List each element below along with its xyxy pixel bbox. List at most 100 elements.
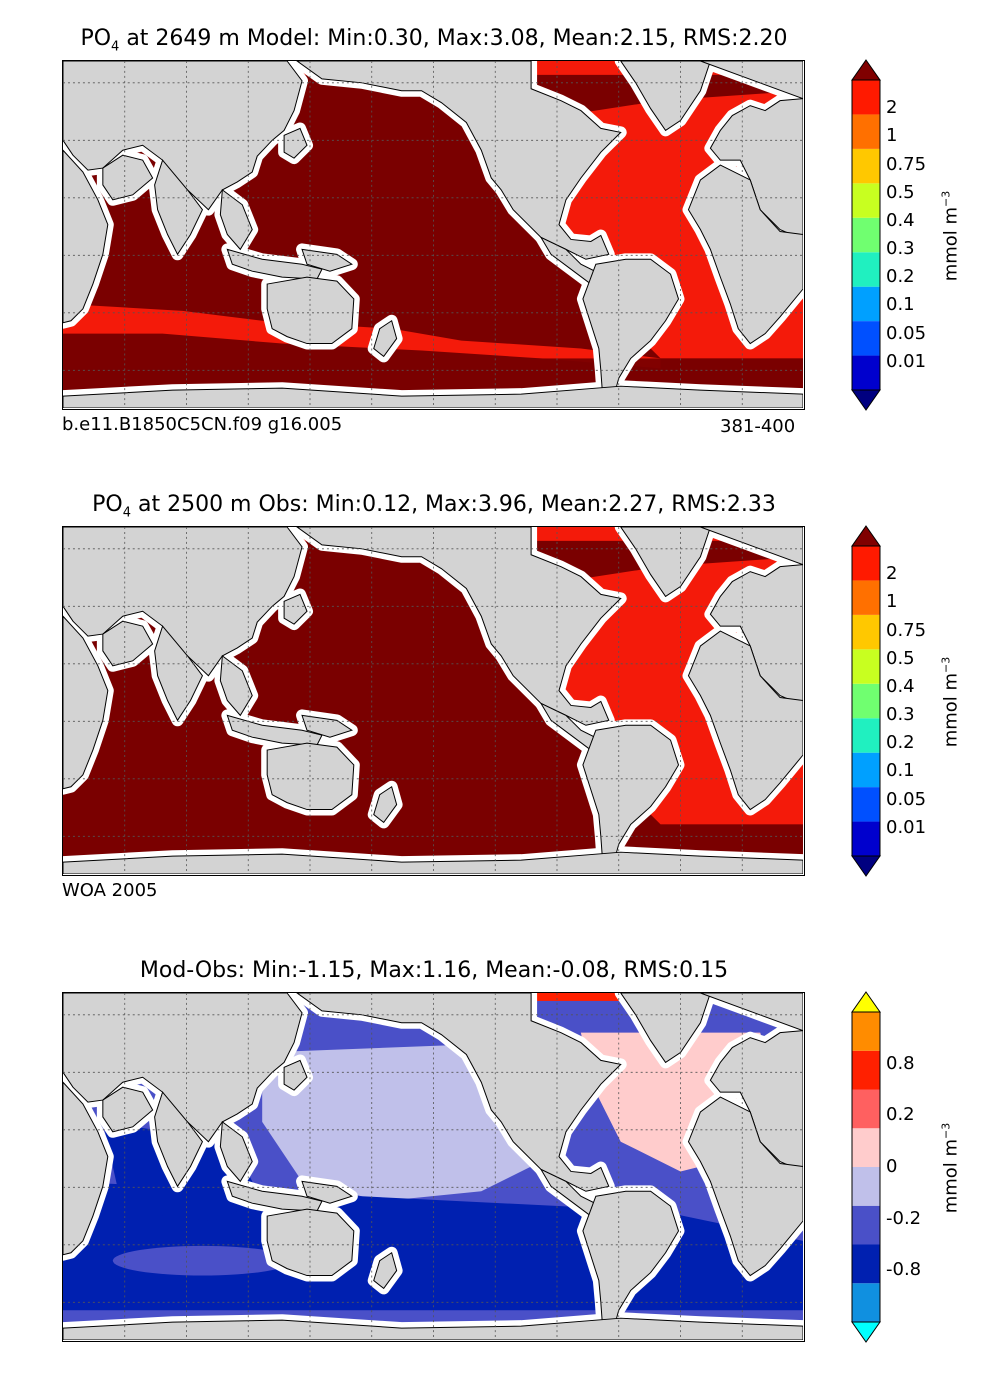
greenland-landmass [620,993,711,1064]
arabia-landmass [102,1086,154,1133]
panel1-case-label: b.e11.B1850C5CN.f09 g16.005 [62,414,343,435]
panel2-source-label: WOA 2005 [62,880,158,901]
eurasia-west-landmass [63,993,303,1143]
south-america-landmass [582,724,680,867]
colorbar-tick-label: 0.4 [886,675,915,697]
colorbar-tick-label: 0.5 [886,647,915,669]
colorbar-bin [852,355,880,390]
colorbar-bin [852,148,880,184]
panel1-title: PO4 at 2649 m Model: Min:0.30, Max:3.08,… [80,26,788,55]
panel2-colorbar [851,525,881,877]
colorbar-max-arrow [851,991,881,1013]
colorbar-bin [852,321,880,356]
colorbar-tick-label: 0.5 [886,181,915,203]
antarctica-landmass [63,851,803,874]
land-layer [63,527,803,874]
colorbar-bin [852,80,880,115]
antarctica-landmass [63,1317,803,1340]
north-america-landmass [296,61,622,260]
australia-landmass [266,742,355,811]
land-layer [63,993,803,1340]
se-asia-landmass [219,654,253,717]
colorbar-tick-label: 2 [886,563,898,585]
panel2-units-label: mmol m−3 [939,656,962,748]
colorbar-tick-label: 0.1 [886,760,915,782]
colorbar-tick-label: 1 [886,591,898,613]
colorbar-min-arrow [851,389,881,411]
colorbar-tick-label: -0.2 [886,1207,922,1229]
colorbar-bin [852,649,880,684]
graticule [63,527,803,874]
colorbar-tick-label: 0.3 [886,704,915,726]
colorbar-bin [852,787,880,822]
panel1-years-label: 381-400 [720,416,796,437]
colorbar-tick-label: 0.3 [886,238,915,260]
new-guinea-landmass [301,1180,353,1204]
africa-landmass [687,1096,803,1277]
colorbar-frame [851,545,881,857]
africa-west-landmass [63,1081,109,1256]
new-zealand-landmass [373,785,398,824]
map-canvas [63,61,803,408]
colorbar-tick-label: 0.01 [886,350,927,372]
colorbar-tick-label: 0.75 [886,619,927,641]
new-zealand-landmass [373,1251,398,1290]
colorbar-tick-label: 0.2 [886,732,915,754]
panel2-title: PO4 at 2500 m Obs: Min:0.12, Max:3.96, M… [92,492,776,521]
colorbar-tick-label: 0.2 [886,1104,915,1126]
panel3-map [62,992,805,1342]
india-landmass [154,159,204,256]
colorbar-bin [852,217,880,253]
colorbar-bin [852,546,880,581]
africa-west-landmass [63,615,109,790]
greenland-landmass [620,61,711,132]
colorbar-bin [852,1244,880,1284]
colorbar-bin [852,1205,880,1245]
se-asia-landmass [219,188,253,251]
colorbar-min-arrow [851,855,881,877]
africa-landmass [687,164,803,345]
graticule [63,61,803,408]
land-layer [63,61,803,408]
colorbar-canvas [851,525,881,877]
antarctica-landmass [63,385,803,408]
graticule [63,993,803,1340]
colorbar-tick-label: 0 [886,1156,898,1177]
colorbar-bin [852,752,880,788]
australia-landmass [266,276,355,345]
map-canvas [63,993,803,1340]
colorbar-canvas [851,991,881,1343]
japan-landmass [283,593,308,625]
north-america-landmass [296,993,622,1192]
panel2-map [62,526,805,876]
new-zealand-landmass [373,319,398,358]
colorbar-tick-label: 0.8 [886,1052,915,1074]
colorbar-tick-label: -0.8 [886,1259,922,1281]
southern-ocean-fill [63,358,803,384]
panel3-units-label: mmol m−3 [939,1122,962,1214]
colorbar-bin [852,683,880,719]
colorbar-bin [852,1167,880,1206]
australia-landmass [266,1208,355,1277]
japan-landmass [283,127,308,159]
panel1-colorbar [851,59,881,411]
colorbar-frame [851,79,881,391]
colorbar-tick-label: 0.2 [886,266,915,288]
colorbar-bin [852,1089,880,1129]
colorbar-min-arrow [851,1321,881,1343]
eurasia-west-landmass [63,527,303,677]
colorbar-bin [852,1128,880,1167]
colorbar-max-arrow [851,59,881,81]
colorbar-bin [852,286,880,322]
panel1-map [62,60,805,410]
india-landmass [154,1091,204,1188]
arabia-landmass [102,154,154,201]
se-asia-landmass [219,1120,253,1183]
map-canvas [63,527,803,874]
eurasia-west-landmass [63,61,303,211]
colorbar-bin [852,114,880,149]
colorbar-frame [851,1011,881,1323]
africa-west-landmass [63,149,109,324]
new-guinea-landmass [301,714,353,738]
panel3-title: Mod-Obs: Min:-1.15, Max:1.16, Mean:-0.08… [139,958,729,983]
